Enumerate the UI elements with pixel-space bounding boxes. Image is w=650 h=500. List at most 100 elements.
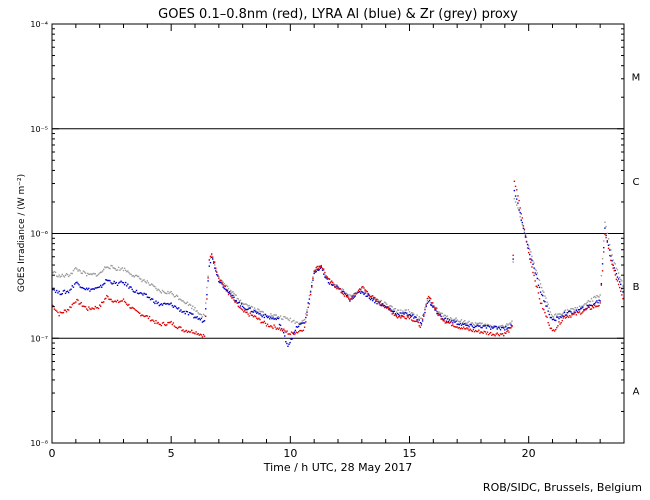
data-point (534, 280, 536, 282)
data-point (233, 299, 235, 301)
data-point (62, 275, 65, 277)
data-point (568, 310, 570, 313)
data-point (141, 314, 143, 316)
data-point (531, 255, 533, 258)
data-point (491, 326, 493, 328)
data-point (273, 318, 275, 320)
data-point (561, 319, 563, 322)
data-point (299, 323, 301, 326)
data-point (321, 269, 324, 271)
data-point (56, 275, 58, 277)
data-point (230, 295, 232, 297)
data-point (232, 294, 234, 297)
data-point (81, 272, 84, 275)
data-point (166, 292, 168, 295)
data-point (312, 277, 314, 280)
data-point (548, 307, 550, 309)
data-point (276, 317, 279, 319)
data-point (350, 298, 352, 300)
data-point (566, 312, 569, 314)
x-tick-label: 20 (522, 447, 536, 460)
data-point (529, 258, 531, 260)
data-point (188, 331, 191, 333)
data-point (133, 276, 136, 278)
data-point (445, 320, 448, 322)
data-point (150, 283, 153, 285)
data-point (511, 325, 513, 328)
data-point (238, 306, 241, 309)
data-point (131, 306, 133, 309)
data-point (419, 317, 422, 319)
data-point (527, 247, 530, 250)
data-point (375, 299, 377, 301)
data-point (319, 267, 321, 269)
data-point (61, 273, 64, 276)
data-point (604, 227, 606, 229)
data-point (393, 314, 396, 317)
data-point (579, 313, 582, 315)
data-point (232, 291, 234, 293)
data-point (273, 314, 275, 316)
data-point (223, 282, 225, 285)
data-point (218, 280, 220, 283)
x-axis: 0 5 10 15 20 (49, 24, 625, 460)
data-point (376, 298, 378, 301)
data-point (131, 288, 133, 291)
data-point (365, 295, 367, 297)
data-point (111, 300, 113, 302)
data-point (564, 309, 567, 311)
data-point (250, 310, 253, 313)
data-point (180, 309, 182, 311)
data-point (391, 306, 393, 308)
data-point (367, 294, 370, 296)
data-point (499, 333, 502, 335)
data-point (162, 302, 165, 305)
data-point (133, 308, 136, 310)
data-point (551, 329, 554, 332)
data-point (284, 330, 286, 332)
data-point (122, 282, 125, 284)
data-point (599, 302, 601, 304)
data-point (357, 289, 360, 291)
data-point (424, 307, 426, 309)
data-point (252, 309, 255, 311)
data-point (420, 324, 423, 326)
data-point (155, 300, 157, 302)
data-point (503, 334, 505, 337)
data-point (574, 306, 576, 309)
data-point (542, 290, 544, 292)
data-point (235, 294, 237, 296)
data-point (575, 309, 578, 312)
data-point (496, 328, 498, 330)
data-point (278, 323, 281, 326)
data-point (446, 321, 449, 323)
data-point (290, 321, 293, 323)
data-point (192, 313, 194, 315)
data-point (380, 303, 383, 305)
data-point (561, 315, 563, 317)
data-point (80, 272, 82, 274)
data-point (233, 296, 235, 298)
data-point (73, 283, 76, 285)
data-point (549, 327, 552, 330)
data-point (508, 323, 510, 325)
data-point (54, 309, 57, 311)
data-point (442, 315, 444, 318)
data-point (237, 305, 240, 308)
data-point (150, 319, 153, 321)
data-point (102, 284, 104, 286)
data-point (169, 303, 171, 305)
data-point (583, 308, 585, 311)
data-point (286, 342, 288, 345)
data-point (423, 313, 425, 315)
data-point (78, 284, 80, 286)
data-point (216, 271, 218, 273)
data-point (507, 327, 509, 329)
data-point (534, 268, 536, 270)
data-point (257, 318, 259, 320)
data-point (454, 318, 456, 320)
data-point (452, 322, 454, 324)
data-point (123, 300, 126, 303)
data-point (509, 322, 511, 324)
data-point (363, 292, 365, 294)
